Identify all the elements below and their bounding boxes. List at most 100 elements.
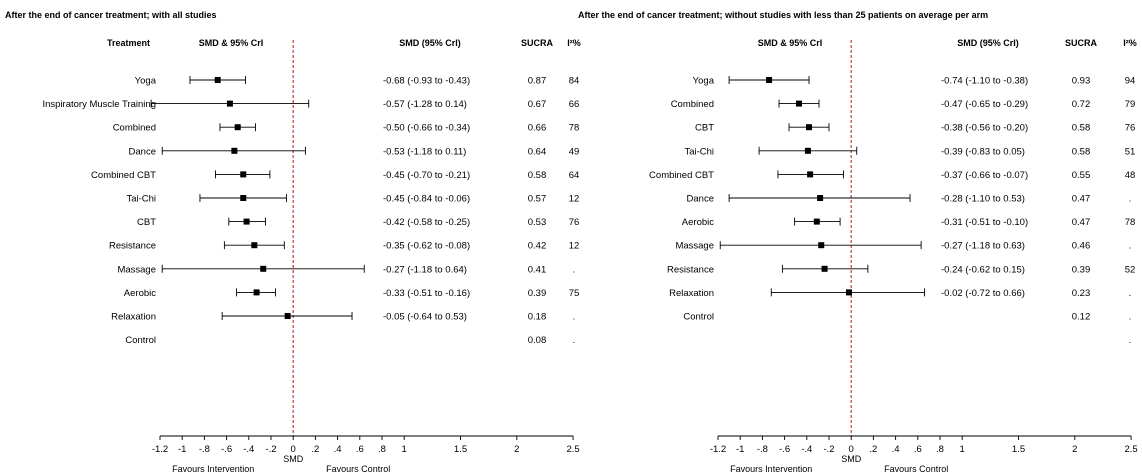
p1-point-estimate bbox=[253, 289, 260, 296]
p2-row-sucra: 0.58 bbox=[1072, 146, 1091, 157]
p2-row-sucra: 0.58 bbox=[1072, 123, 1091, 134]
p1-row-sucra: 0.67 bbox=[528, 99, 547, 110]
p1-x-tick-label: 1.5 bbox=[454, 444, 467, 455]
p2-row-ci-text: -0.31 (-0.51 to -0.10) bbox=[941, 217, 1028, 228]
p2-row-sucra: 0.39 bbox=[1072, 264, 1091, 275]
p2-row-i2: . bbox=[1129, 335, 1132, 346]
p1-row-label: Resistance bbox=[109, 241, 156, 252]
p1-x-tick-label: 2.5 bbox=[566, 444, 579, 455]
p1-row-i2: 78 bbox=[569, 123, 580, 134]
p2-row-label: Yoga bbox=[693, 76, 715, 87]
p2-row-i2: 76 bbox=[1125, 123, 1136, 134]
p1-header-i2: I²% bbox=[567, 38, 581, 48]
p2-row-i2: 94 bbox=[1125, 76, 1136, 87]
p2-point-estimate bbox=[813, 218, 820, 225]
p1-point-estimate bbox=[226, 100, 233, 107]
p2-row-sucra: 0.47 bbox=[1072, 194, 1091, 205]
p2-row-sucra: 0.23 bbox=[1072, 288, 1091, 299]
p1-row-i2: 12 bbox=[569, 194, 580, 205]
p1-row-ci-text: -0.05 (-0.64 to 0.53) bbox=[383, 312, 467, 323]
p2-row-i2: 48 bbox=[1125, 170, 1136, 181]
p2-x-tick-label: -.2 bbox=[823, 444, 834, 455]
p2-row-label: Control bbox=[683, 312, 714, 323]
p2-row-label: Resistance bbox=[667, 264, 714, 275]
p1-point-estimate bbox=[214, 77, 221, 83]
p1-row-label: Tai-Chi bbox=[126, 194, 156, 205]
p1-x-axis-label: SMD bbox=[283, 454, 304, 464]
p2-x-tick-label: 0 bbox=[849, 444, 854, 455]
p1-header-ci: SMD (95% CrI) bbox=[399, 38, 461, 48]
p1-row-label: Aerobic bbox=[124, 288, 156, 299]
p2-row-i2: 52 bbox=[1125, 264, 1136, 275]
p1-favours-control: Favours Control bbox=[326, 464, 390, 474]
p1-point-estimate bbox=[260, 265, 267, 272]
p2-row-i2: 78 bbox=[1125, 217, 1136, 228]
p2-x-tick-label: -1.2 bbox=[710, 444, 726, 455]
p1-row-i2: 12 bbox=[569, 241, 580, 252]
p2-header-forest: SMD & 95% CrI bbox=[758, 38, 823, 48]
p2-x-tick-label: .8 bbox=[936, 444, 944, 455]
p2-row-sucra: 0.47 bbox=[1072, 217, 1091, 228]
p1-x-tick-label: -.2 bbox=[265, 444, 276, 455]
p1-x-tick-label: .8 bbox=[378, 444, 386, 455]
p2-x-tick-label: -.4 bbox=[801, 444, 812, 455]
p1-row-label: Combined bbox=[113, 123, 156, 134]
p2-row-sucra: 0.93 bbox=[1072, 76, 1091, 87]
p1-row-ci-text: -0.53 (-1.18 to 0.11) bbox=[383, 146, 466, 157]
p1-point-estimate bbox=[243, 218, 250, 225]
p1-x-tick-label: 1 bbox=[402, 444, 407, 455]
p2-row-i2: . bbox=[1129, 241, 1132, 252]
p1-row-ci-text: -0.45 (-0.84 to -0.06) bbox=[383, 194, 470, 205]
p2-x-tick-label: -1 bbox=[736, 444, 744, 455]
p2-row-ci-text: -0.39 (-0.83 to 0.05) bbox=[941, 146, 1025, 157]
p1-point-estimate bbox=[240, 195, 247, 201]
p1-row-label: Dance bbox=[129, 146, 156, 157]
p2-point-estimate bbox=[804, 147, 811, 154]
p2-row-i2: . bbox=[1129, 312, 1132, 323]
p2-header-i2: I²% bbox=[1123, 38, 1137, 48]
p1-header-forest: SMD & 95% CrI bbox=[199, 38, 264, 48]
p2-point-estimate bbox=[806, 124, 813, 131]
p2-point-estimate bbox=[818, 242, 825, 249]
p1-row-label: Inspiratory Muscle Training bbox=[42, 99, 156, 110]
p1-x-tick-label: -.8 bbox=[199, 444, 210, 455]
p2-row-sucra: 0.46 bbox=[1072, 241, 1091, 252]
p1-x-tick-label: .2 bbox=[311, 444, 319, 455]
p1-header-sucra: SUCRA bbox=[521, 38, 554, 48]
p1-row-sucra: 0.58 bbox=[528, 170, 547, 181]
p1-row-ci-text: -0.27 (-1.18 to 0.64) bbox=[383, 264, 467, 275]
p1-row-ci-text: -0.68 (-0.93 to -0.43) bbox=[383, 76, 470, 87]
p1-row-sucra: 0.53 bbox=[528, 217, 547, 228]
p2-row-ci-text: -0.37 (-0.66 to -0.07) bbox=[941, 170, 1028, 181]
p2-x-tick-label: -.8 bbox=[757, 444, 768, 455]
p2-row-ci-text: -0.27 (-1.18 to 0.63) bbox=[941, 241, 1025, 252]
p2-row-label: Combined CBT bbox=[649, 170, 714, 181]
p2-header-sucra: SUCRA bbox=[1065, 38, 1098, 48]
p1-x-tick-label: -.6 bbox=[221, 444, 232, 455]
p2-row-label: CBT bbox=[695, 123, 714, 134]
p2-point-estimate bbox=[845, 289, 852, 296]
p2-point-estimate bbox=[807, 171, 814, 178]
p1-row-ci-text: -0.35 (-0.62 to -0.08) bbox=[383, 241, 470, 252]
p2-row-label: Massage bbox=[675, 241, 714, 252]
p2-point-estimate bbox=[821, 265, 828, 272]
p2-row-ci-text: -0.28 (-1.10 to 0.53) bbox=[941, 194, 1025, 205]
p1-header-treatment: Treatment bbox=[107, 38, 150, 48]
p2-x-tick-label: .4 bbox=[892, 444, 900, 455]
p1-row-i2: . bbox=[573, 264, 576, 275]
p1-row-i2: 64 bbox=[569, 170, 580, 181]
p1-x-tick-label: -.4 bbox=[243, 444, 254, 455]
p2-x-tick-label: 1 bbox=[960, 444, 965, 455]
p2-x-tick-label: 2.5 bbox=[1124, 444, 1137, 455]
p2-x-tick-label: .2 bbox=[869, 444, 877, 455]
p2-row-ci-text: -0.38 (-0.56 to -0.20) bbox=[941, 123, 1028, 134]
p2-point-estimate bbox=[796, 100, 803, 107]
p1-row-i2: . bbox=[573, 312, 576, 323]
p1-row-i2: 66 bbox=[569, 99, 580, 110]
p2-row-label: Aerobic bbox=[682, 217, 714, 228]
p2-row-ci-text: -0.47 (-0.65 to -0.29) bbox=[941, 99, 1028, 110]
p2-row-label: Combined bbox=[671, 99, 714, 110]
p2-row-label: Dance bbox=[687, 194, 714, 205]
p1-x-tick-label: 2 bbox=[514, 444, 519, 455]
p2-x-tick-label: .6 bbox=[914, 444, 922, 455]
